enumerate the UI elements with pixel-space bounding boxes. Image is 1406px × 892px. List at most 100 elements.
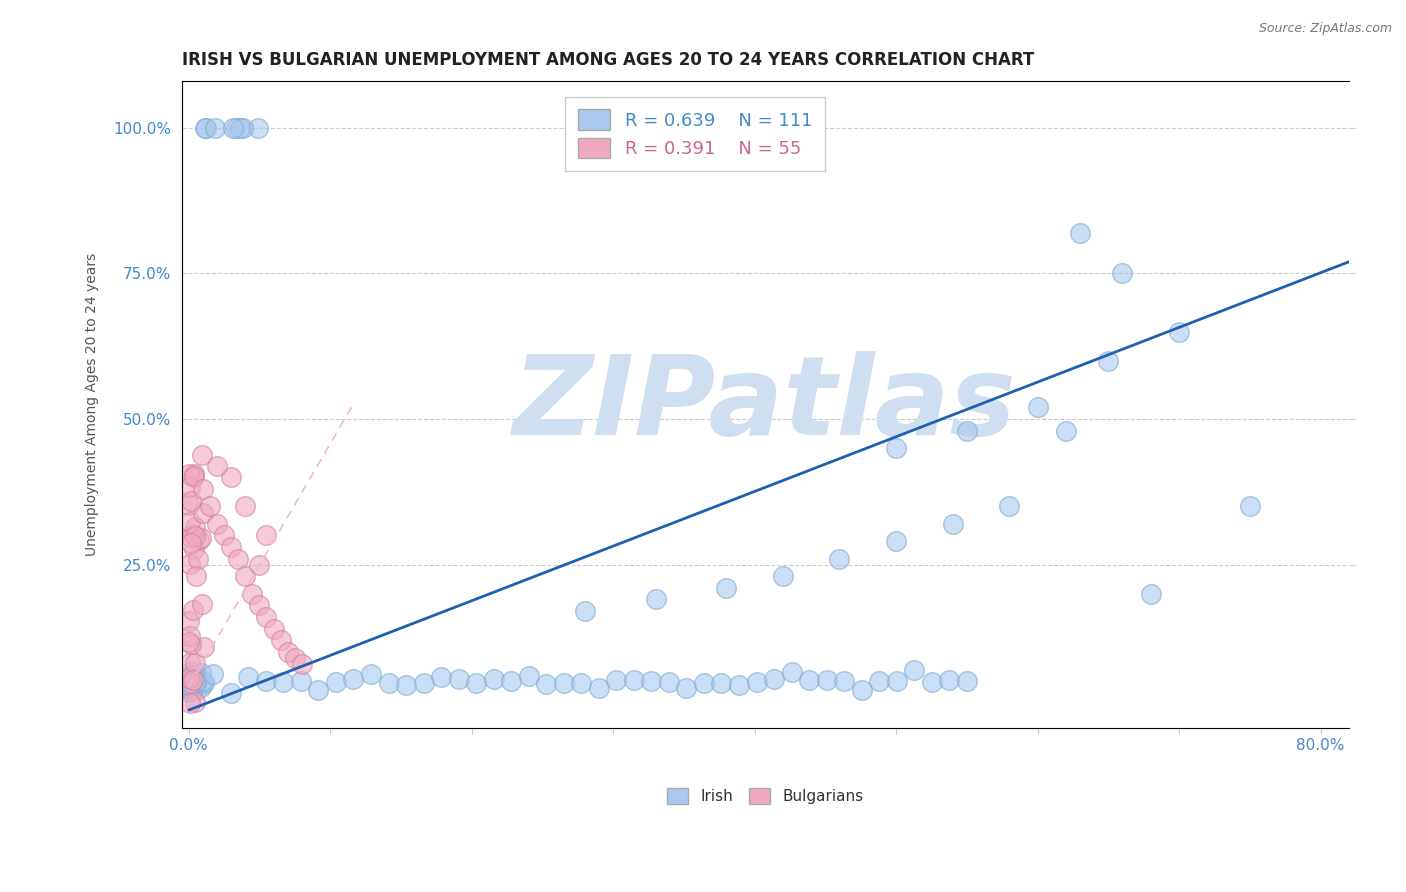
Point (181, 678, 204, 692)
Legend: Irish, Bulgarians: Irish, Bulgarians (659, 780, 872, 812)
Point (219, 540, 242, 554)
Point (249, 558, 271, 572)
Point (205, 516, 228, 531)
Point (177, 675, 200, 690)
Point (183, 467, 205, 482)
Point (180, 668, 202, 682)
Point (204, 120, 226, 135)
Point (177, 671, 200, 685)
Point (219, 686, 242, 700)
Point (1097, 353, 1119, 368)
Point (205, 458, 228, 473)
Point (190, 531, 212, 545)
Point (1054, 424, 1077, 438)
Point (212, 528, 235, 542)
Point (184, 674, 207, 689)
Point (177, 669, 200, 683)
Point (179, 668, 201, 682)
Y-axis label: Unemployment Among Ages 20 to 24 years: Unemployment Among Ages 20 to 24 years (86, 252, 100, 556)
Point (179, 681, 201, 695)
Point (187, 533, 209, 547)
Point (553, 675, 575, 690)
Point (284, 650, 307, 665)
Point (179, 480, 201, 494)
Point (716, 581, 738, 595)
Point (763, 672, 786, 686)
Point (180, 679, 202, 693)
Point (728, 678, 751, 692)
Point (219, 470, 242, 484)
Point (191, 482, 214, 496)
Point (501, 673, 523, 688)
Point (190, 666, 212, 681)
Point (263, 622, 285, 636)
Point (238, 670, 260, 684)
Point (179, 678, 201, 692)
Point (184, 695, 207, 709)
Point (574, 604, 596, 618)
Point (180, 530, 202, 544)
Point (179, 685, 201, 699)
Point (183, 672, 205, 686)
Point (605, 673, 627, 687)
Point (1069, 226, 1091, 240)
Point (797, 673, 820, 688)
Point (1111, 267, 1133, 281)
Point (181, 681, 204, 695)
Point (180, 493, 202, 508)
Point (198, 500, 221, 514)
Point (177, 674, 200, 689)
Point (180, 636, 202, 650)
Point (886, 673, 908, 688)
Point (194, 120, 217, 135)
Point (177, 467, 200, 482)
Point (179, 673, 201, 687)
Point (180, 665, 202, 679)
Point (181, 470, 204, 484)
Point (184, 520, 207, 534)
Point (179, 676, 201, 690)
Point (180, 668, 202, 682)
Point (180, 684, 202, 698)
Point (640, 673, 662, 688)
Point (1239, 500, 1261, 514)
Point (675, 681, 697, 695)
Point (1026, 401, 1049, 415)
Point (273, 675, 295, 690)
Point (179, 678, 201, 692)
Point (179, 498, 201, 512)
Point (832, 674, 855, 689)
Point (360, 667, 382, 681)
Point (179, 676, 201, 690)
Point (517, 669, 540, 683)
Point (956, 424, 979, 438)
Point (291, 657, 314, 671)
Point (190, 597, 212, 611)
Point (180, 675, 202, 690)
Point (623, 673, 645, 687)
Point (183, 656, 205, 670)
Point (179, 656, 201, 670)
Point (247, 120, 270, 135)
Point (187, 551, 209, 566)
Point (868, 674, 890, 689)
Point (569, 676, 592, 690)
Point (181, 603, 204, 617)
Point (851, 682, 873, 697)
Point (884, 534, 907, 549)
Text: ZIPatlas: ZIPatlas (513, 351, 1017, 458)
Point (270, 633, 292, 648)
Point (240, 587, 263, 601)
Point (179, 629, 201, 643)
Point (180, 672, 202, 686)
Point (277, 645, 299, 659)
Point (693, 676, 716, 690)
Point (377, 676, 399, 690)
Point (395, 678, 418, 692)
Point (194, 120, 217, 135)
Point (179, 557, 201, 571)
Text: IRISH VS BULGARIAN UNEMPLOYMENT AMONG AGES 20 TO 24 YEARS CORRELATION CHART: IRISH VS BULGARIAN UNEMPLOYMENT AMONG AG… (181, 51, 1033, 69)
Point (180, 535, 202, 549)
Point (183, 673, 205, 687)
Point (772, 569, 794, 583)
